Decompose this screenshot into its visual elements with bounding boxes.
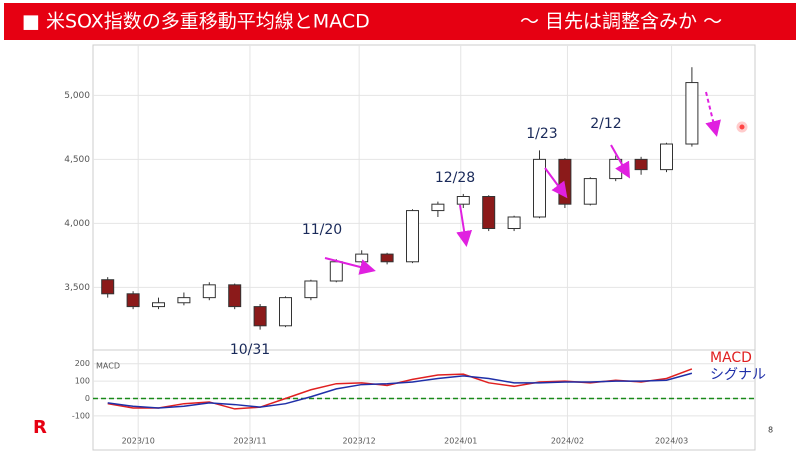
trend-arrow xyxy=(324,257,376,275)
date-annotation: 11/20 xyxy=(302,222,342,238)
x-tick-label: 2023/11 xyxy=(233,437,266,446)
x-tick-label: 2024/01 xyxy=(444,437,477,446)
candle-body xyxy=(482,196,496,230)
candle-body xyxy=(406,210,419,263)
y-tick-label: -100 xyxy=(72,411,90,420)
legend-label: MACD xyxy=(710,350,752,366)
x-tick-label: 2024/02 xyxy=(551,437,584,446)
logo: R xyxy=(33,417,47,438)
x-tick-label: 2023/12 xyxy=(343,437,376,446)
date-annotation: 2/12 xyxy=(590,116,621,132)
candle-body xyxy=(152,302,165,308)
candle-body xyxy=(202,284,216,299)
candle-body xyxy=(253,306,267,327)
y-tick-label: 100 xyxy=(75,377,90,386)
candle-body xyxy=(456,196,470,205)
slide-title: ■ 米SOX指数の多重移動平均線とMACD xyxy=(22,11,370,33)
candle-body xyxy=(101,279,115,295)
candle-body xyxy=(583,178,597,205)
candle-body xyxy=(177,297,191,304)
y-tick-label: 0 xyxy=(85,394,90,403)
candle-body xyxy=(355,253,369,263)
x-tick-label: 2024/03 xyxy=(655,437,688,446)
chart-frame xyxy=(92,44,756,451)
macd-line xyxy=(107,372,693,409)
y-tick-label: 4,000 xyxy=(64,219,90,229)
y-tick-label: 4,500 xyxy=(64,155,90,165)
y-tick-label: 200 xyxy=(75,359,90,368)
candle-body xyxy=(380,253,394,263)
macd-line xyxy=(107,368,693,410)
panel-label: MACD xyxy=(96,362,120,371)
candle-body xyxy=(558,158,572,205)
candle-body xyxy=(507,216,521,230)
candle-body xyxy=(685,82,699,145)
candle-body xyxy=(228,284,242,308)
x-tick-label: 2023/10 xyxy=(122,437,155,446)
slide-subtitle: ～ 目先は調整含みか ～ xyxy=(520,11,722,33)
legend-label: シグナル xyxy=(710,367,766,383)
candle-body xyxy=(660,143,673,171)
candle-body xyxy=(279,297,292,327)
header-bar xyxy=(4,3,796,40)
date-annotation: 1/23 xyxy=(526,126,557,142)
date-annotation: 10/31 xyxy=(230,342,270,358)
candle-body xyxy=(634,158,648,171)
pointer-dot xyxy=(736,121,748,133)
forecast-arrow xyxy=(705,91,721,137)
trend-arrow xyxy=(456,204,473,247)
candle-body xyxy=(533,158,546,218)
trend-arrow xyxy=(544,167,568,199)
date-annotation: 12/28 xyxy=(435,170,475,186)
trend-arrow xyxy=(610,144,630,179)
candle-body xyxy=(329,261,343,282)
page-number: 8 xyxy=(768,426,773,435)
y-tick-label: 5,000 xyxy=(64,91,90,101)
candle-body xyxy=(126,293,140,308)
candle-body xyxy=(431,203,445,212)
candle-body xyxy=(304,280,318,299)
y-tick-label: 3,500 xyxy=(64,283,90,293)
